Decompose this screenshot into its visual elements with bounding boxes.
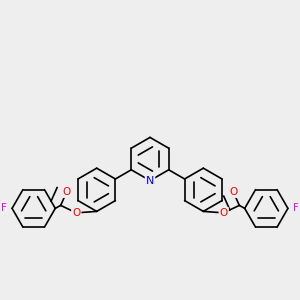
Text: F: F	[1, 203, 7, 213]
Text: F: F	[293, 203, 299, 213]
Text: O: O	[63, 187, 71, 197]
Text: N: N	[146, 176, 154, 186]
Text: O: O	[220, 208, 228, 218]
Text: O: O	[229, 187, 237, 197]
Text: O: O	[72, 208, 80, 218]
